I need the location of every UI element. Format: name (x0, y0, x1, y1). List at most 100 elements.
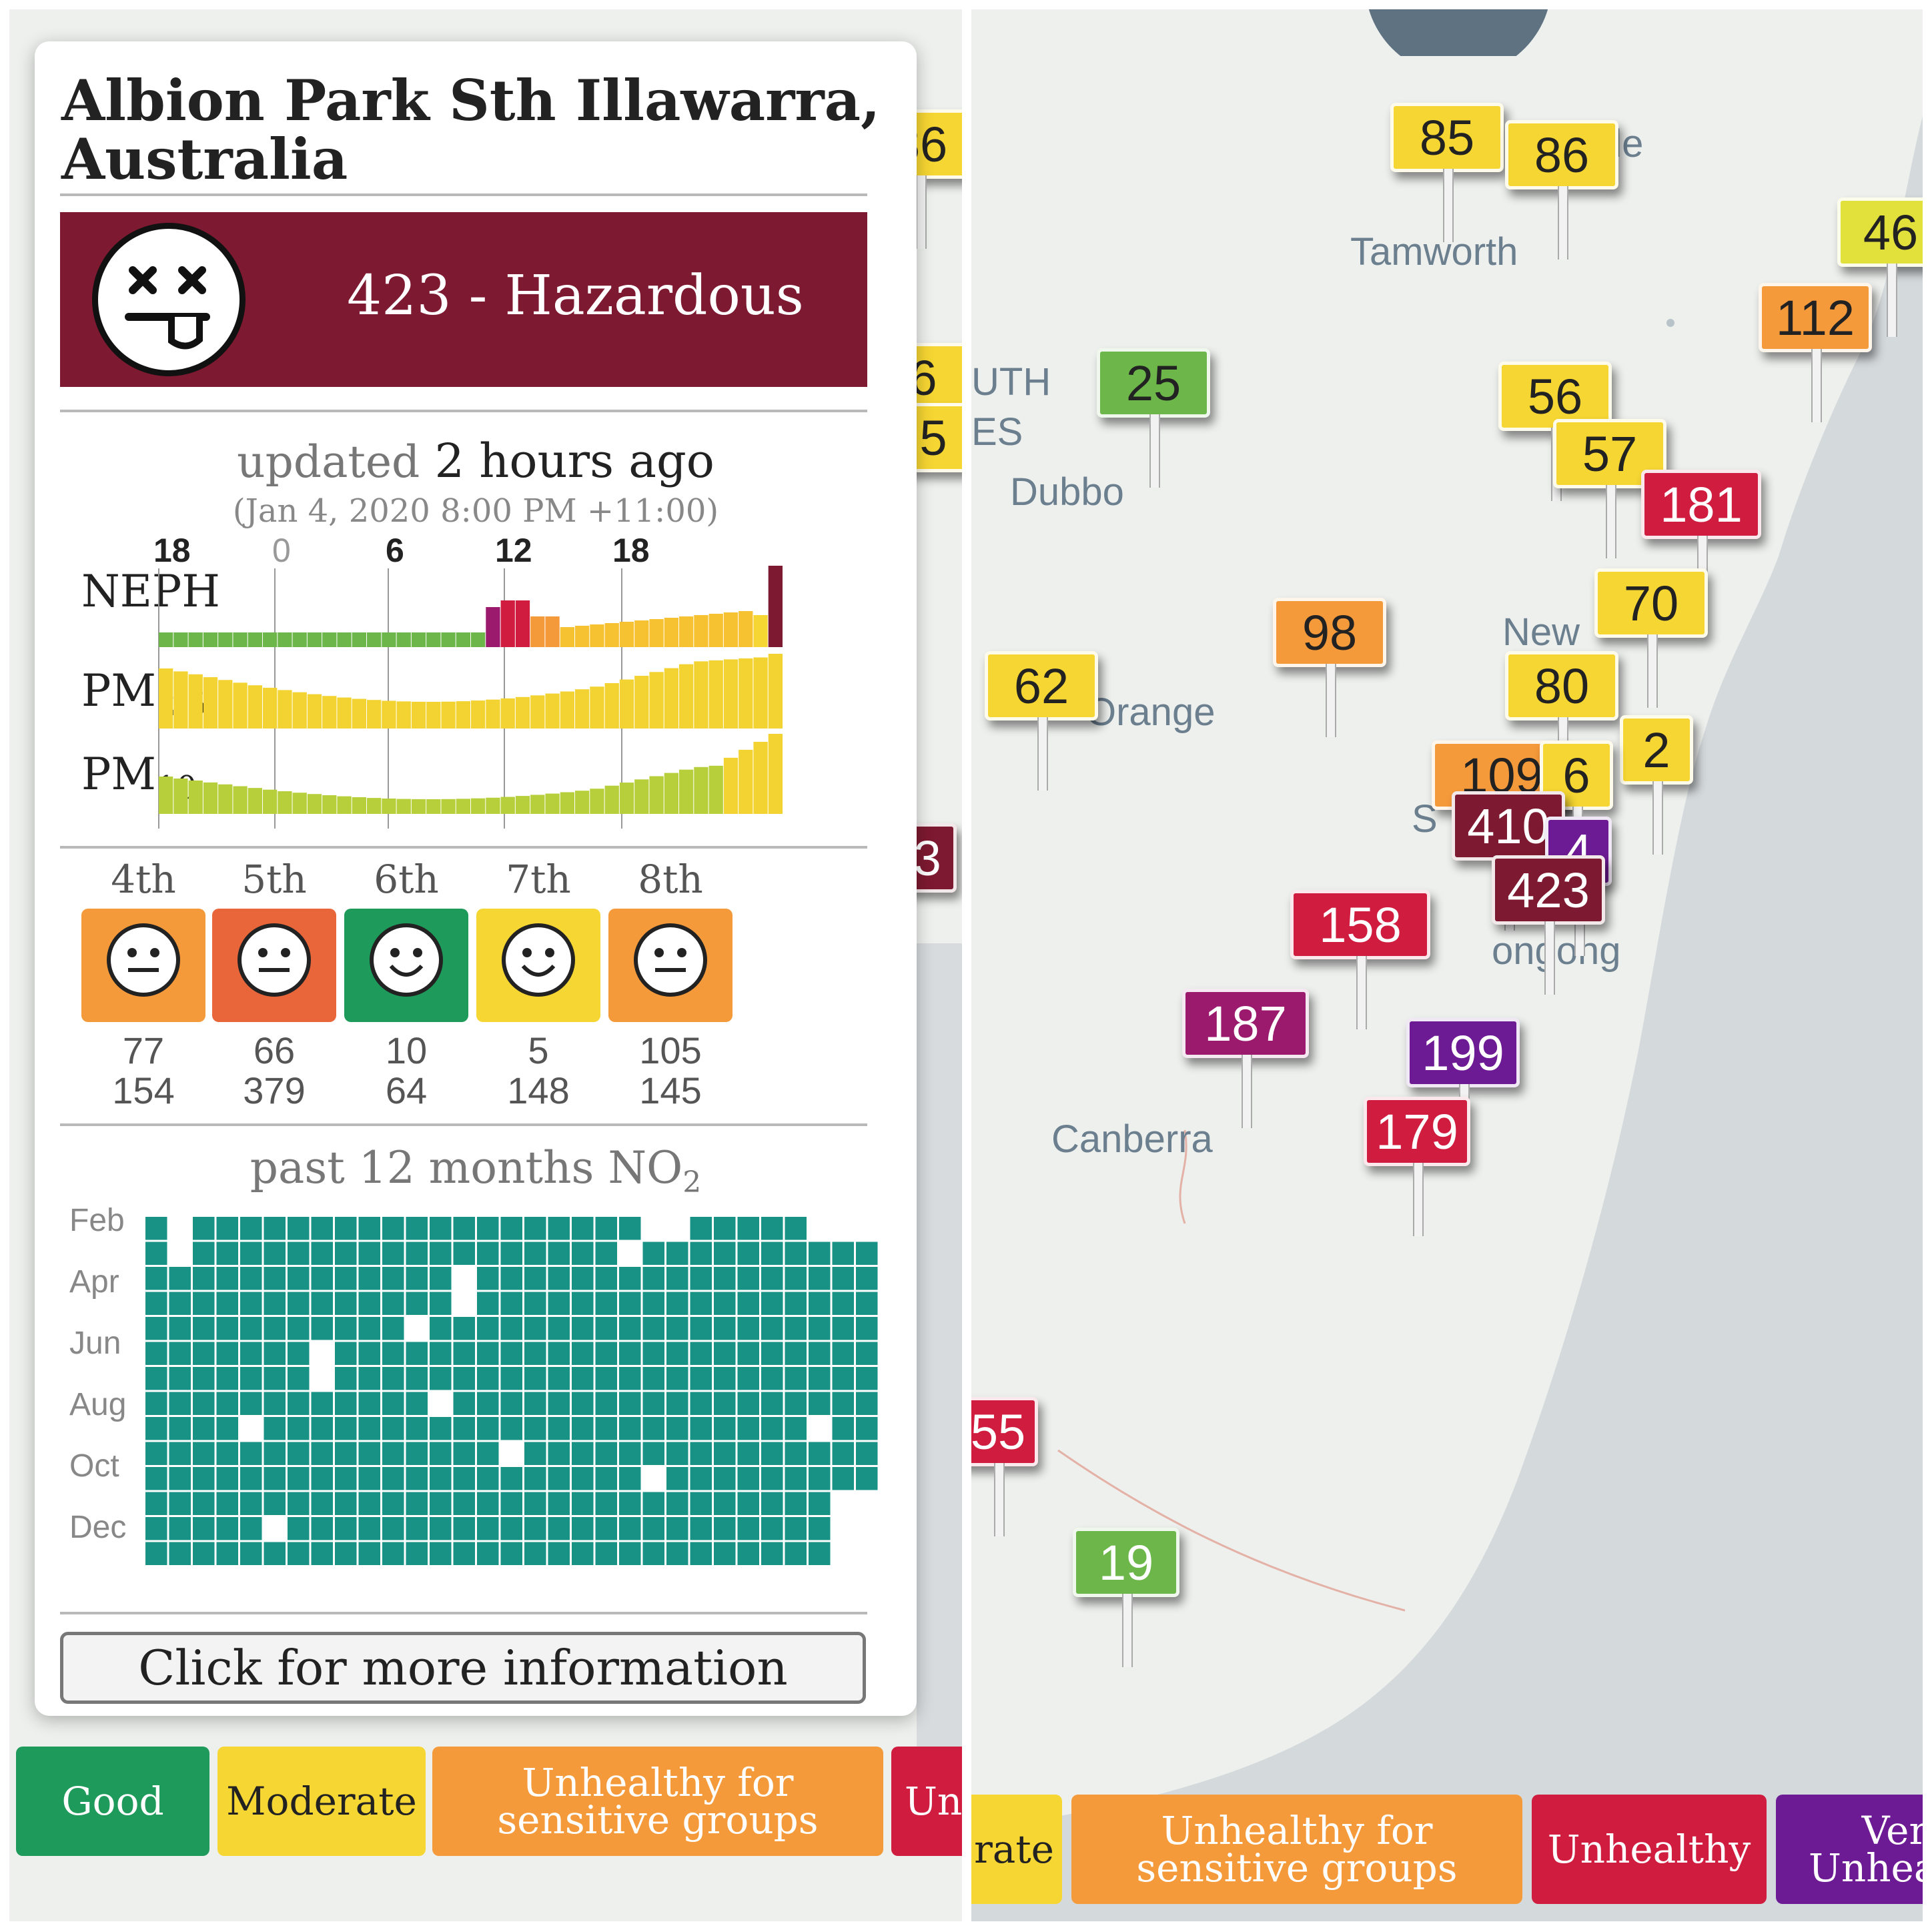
no2-day-cell (548, 1317, 570, 1340)
no2-day-cell (382, 1467, 404, 1490)
aqi-marker-181[interactable]: 181 (1641, 470, 1761, 609)
legend-usg[interactable]: Unhealthy for sensitive groups (432, 1747, 883, 1856)
pm25-bar (560, 691, 574, 729)
aqi-marker-179[interactable]: 179 (1364, 1097, 1470, 1236)
no2-day-cell (216, 1367, 238, 1390)
no2-day-cell (264, 1267, 286, 1290)
legend-moderate[interactable]: Moderate (217, 1747, 426, 1856)
no2-day-cell (619, 1517, 641, 1540)
marker-value: 410 (1467, 798, 1550, 854)
no2-day-cell (666, 1317, 688, 1340)
city-label: Orange (1086, 690, 1216, 734)
aqi-marker-55[interactable]: 55 (971, 1397, 1038, 1536)
aqi-marker-199[interactable]: 199 (1406, 1018, 1520, 1157)
aqi-marker-62[interactable]: 62 (985, 651, 1098, 791)
no2-day-cell (358, 1217, 380, 1240)
neph-bar (560, 627, 574, 647)
aqi-marker-158[interactable]: 158 (1290, 890, 1430, 1029)
aqi-marker-187[interactable]: 187 (1182, 989, 1309, 1128)
aqi-marker-19[interactable]: 19 (1073, 1528, 1179, 1667)
no2-day-cell (809, 1367, 831, 1390)
marker-pole (994, 1463, 1005, 1536)
forecast-day-7th[interactable] (476, 909, 600, 1022)
legend-moderate[interactable]: rate (971, 1795, 1062, 1904)
no2-day-cell (500, 1517, 522, 1540)
no2-day-cell (264, 1417, 286, 1440)
updated-prefix: updated (237, 436, 420, 488)
no2-day-cell (477, 1417, 499, 1440)
no2-day-cell (406, 1467, 428, 1490)
no2-day-cell (288, 1317, 310, 1340)
aqi-marker-86[interactable]: 86 (1505, 120, 1618, 260)
no2-day-cell (406, 1542, 428, 1565)
cluster-icon[interactable] (1352, 9, 1565, 56)
legend-unhealthy[interactable]: Unhealthy (1532, 1795, 1767, 1904)
no2-day-cell (761, 1242, 783, 1265)
no2-day-cell (264, 1292, 286, 1315)
legend-usg[interactable]: Unhealthy for sensitive groups (1071, 1795, 1522, 1904)
forecast-day-4th[interactable] (81, 909, 205, 1022)
no2-day-cell (666, 1542, 688, 1565)
marker-value: 57 (1582, 426, 1638, 482)
no2-day-cell (477, 1467, 499, 1490)
no2-day-cell (311, 1267, 333, 1290)
no2-day-cell (714, 1542, 736, 1565)
aqi-marker-80[interactable]: 80 (1505, 651, 1618, 791)
no2-day-cell (335, 1467, 357, 1490)
no2-day-cell (761, 1342, 783, 1365)
sea-area (971, 116, 1923, 1921)
aqi-marker-46[interactable]: 46 (1837, 197, 1923, 337)
forecast-avg: 105 (639, 1029, 702, 1071)
no2-day-cell (240, 1292, 262, 1315)
no2-day-cell (358, 1492, 380, 1515)
no2-day-cell (642, 1242, 664, 1265)
legend-unhealthy[interactable]: Un (891, 1747, 962, 1856)
no2-day-cell (145, 1342, 167, 1365)
no2-day-cell (690, 1392, 712, 1415)
no2-day-cell (666, 1267, 688, 1290)
more-info-button[interactable]: Click for more information (60, 1632, 866, 1704)
aqi-marker-98[interactable]: 98 (1273, 598, 1386, 737)
no2-day-cell (856, 1292, 878, 1315)
no2-day-cell (358, 1292, 380, 1315)
aqi-marker-423[interactable]: 423 (1492, 855, 1605, 995)
forecast-avg: 10 (385, 1029, 428, 1071)
pm25-bar (545, 693, 560, 729)
left-map-panel[interactable]: 86 6 5 423 Albion Park Sth Illawarra, Au… (9, 9, 962, 1921)
pm10-bar (159, 777, 173, 814)
no2-day-cell (358, 1417, 380, 1440)
pm10-bar (382, 798, 396, 814)
forecast-day-5th[interactable] (212, 909, 336, 1022)
aqi-marker-112[interactable]: 112 (1759, 283, 1872, 422)
no2-day-cell (714, 1217, 736, 1240)
no2-day-cell (642, 1442, 664, 1465)
no2-day-cell (572, 1217, 594, 1240)
no2-day-cell (809, 1292, 831, 1315)
forecast-day-8th[interactable] (608, 909, 733, 1022)
marker-pole (1544, 921, 1555, 995)
legend-very-unhealthy[interactable]: Very Unheal (1776, 1795, 1923, 1904)
neph-bar (441, 632, 456, 647)
no2-day-cell (809, 1442, 831, 1465)
marker-value: 62 (1013, 658, 1069, 714)
city-label: Dubbo (1010, 470, 1124, 514)
aqi-marker-70[interactable]: 70 (1594, 568, 1708, 708)
aqi-marker-25[interactable]: 25 (1097, 348, 1210, 488)
no2-day-cell (240, 1367, 262, 1390)
marker-value: 85 (1419, 109, 1475, 165)
legend-good[interactable]: Good (16, 1747, 209, 1856)
no2-day-cell (358, 1442, 380, 1465)
pm10-bar (173, 778, 188, 814)
no2-day-cell (595, 1367, 617, 1390)
no2-day-cell (216, 1217, 238, 1240)
aqi-marker-85[interactable]: 85 (1390, 103, 1504, 242)
no2-day-cell (477, 1292, 499, 1315)
aqi-marker-2[interactable]: 2 (1620, 715, 1693, 855)
marker-pole (1356, 956, 1367, 1029)
neph-bar (322, 632, 337, 647)
no2-day-cell (714, 1467, 736, 1490)
pm25-bar (500, 698, 515, 729)
forecast-day-6th[interactable] (344, 909, 468, 1022)
no2-day-cell (548, 1292, 570, 1315)
